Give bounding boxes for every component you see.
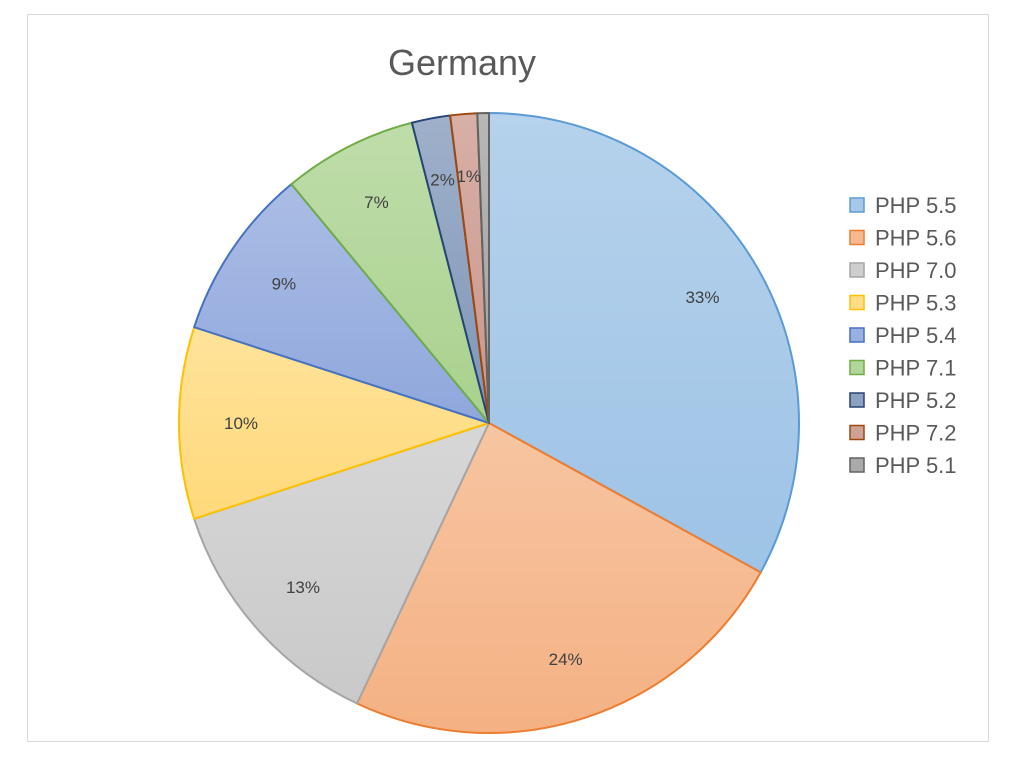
- chart-title: Germany: [388, 42, 536, 83]
- legend-item-php-5-5: PHP 5.5: [849, 193, 957, 218]
- legend-label-php-7-1: PHP 7.1: [875, 356, 957, 381]
- legend-label-php-5-6: PHP 5.6: [875, 226, 957, 251]
- legend-item-php-7-1: PHP 7.1: [849, 356, 957, 381]
- pie-slice-php-7-0: [193, 422, 490, 705]
- legend-label-php-5-2: PHP 5.2: [875, 388, 957, 413]
- legend-swatch-php-7-0: [849, 262, 865, 278]
- legend-swatch-php-7-1: [849, 359, 865, 376]
- legend-swatch-php-5-1: [849, 457, 865, 473]
- legend-label-php-7-0: PHP 7.0: [875, 258, 957, 283]
- data-label-php-5-6: 24%: [549, 650, 583, 669]
- legend-label-php-5-1: PHP 5.1: [875, 453, 957, 478]
- legend-item-php-5-4: PHP 5.4: [849, 323, 957, 348]
- data-label-php-5-2: 2%: [430, 170, 455, 189]
- legend-label-php-5-3: PHP 5.3: [875, 291, 957, 316]
- legend-swatch-php-5-2: [849, 392, 865, 408]
- data-label-php-7-1: 7%: [364, 193, 389, 212]
- pie-slice-php-5-5: [488, 112, 800, 574]
- legend-swatch-php-5-4: [849, 327, 865, 343]
- data-label-php-7-2: 1%: [456, 167, 481, 186]
- legend-item-php-7-0: PHP 7.0: [849, 258, 957, 283]
- pie-slices: [177, 112, 800, 734]
- legend-item-php-5-3: PHP 5.3: [849, 291, 957, 316]
- legend-swatch-php-5-3: [849, 294, 865, 311]
- legend-item-php-5-6: PHP 5.6: [849, 226, 957, 251]
- data-label-php-5-5: 33%: [685, 288, 719, 307]
- chart-area: Germany 33% 24% 13% 10% 9% 7% 2% 1% PHP 5.5 PHP …: [27, 14, 989, 742]
- legend-item-php-5-2: PHP 5.2: [849, 388, 957, 413]
- legend: PHP 5.5 PHP 5.6 PHP 7.0 PHP 5.3 PHP 5.4 PHP 7…: [849, 193, 957, 478]
- legend-item-php-7-2: PHP 7.2: [849, 421, 957, 446]
- legend-swatch-php-7-2: [849, 424, 865, 441]
- data-label-php-5-3: 10%: [224, 414, 258, 433]
- legend-label-php-5-5: PHP 5.5: [875, 193, 957, 218]
- legend-label-php-7-2: PHP 7.2: [875, 421, 957, 446]
- legend-label-php-5-4: PHP 5.4: [875, 323, 957, 348]
- pie-slice-php-5-3: [177, 326, 490, 520]
- legend-swatch-php-5-5: [849, 197, 865, 213]
- legend-swatch-php-5-6: [849, 229, 865, 246]
- pie-chart: Germany 33%24%13%10%9%7%2% 1% PHP 5.5PHP …: [177, 42, 957, 734]
- pie-slice-php-5-6: [356, 422, 762, 734]
- pie-slice-php-7-1: [290, 121, 490, 424]
- pie-slice-php-5-4: [193, 183, 490, 424]
- pie-slice-php-5-1: [476, 112, 490, 424]
- pie-data-labels: 33% 24% 13% 10% 9% 7% 2% 1%: [224, 167, 719, 669]
- data-label-php-5-4: 9%: [272, 275, 297, 294]
- data-label-php-7-0: 13%: [286, 578, 320, 597]
- legend-item-php-5-1: PHP 5.1: [849, 453, 957, 478]
